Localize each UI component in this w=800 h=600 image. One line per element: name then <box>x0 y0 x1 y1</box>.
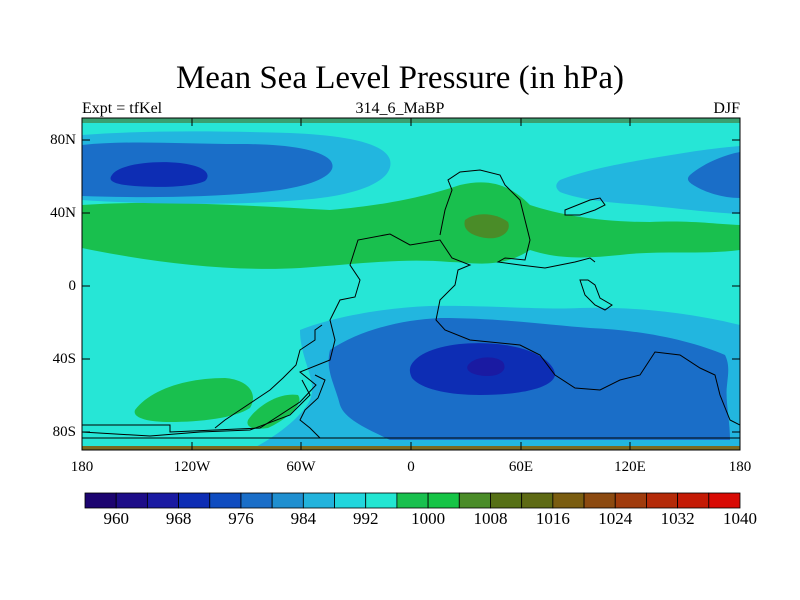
lon-label: 180 <box>70 459 94 475</box>
colorbar-label: 968 <box>165 509 192 528</box>
colorbar-label: 992 <box>352 509 379 528</box>
colorbar-swatch <box>365 492 398 509</box>
colorbar-swatch <box>614 492 647 509</box>
northern-high-band <box>82 182 740 269</box>
colorbar-swatch <box>521 492 554 509</box>
lon-label: 180 <box>728 459 752 475</box>
colorbar-label: 1040 <box>723 509 757 528</box>
lon-label: 60E <box>508 459 534 475</box>
colorbar-swatch <box>490 492 523 509</box>
colorbar-swatch <box>677 492 710 509</box>
colorbar-label: 1000 <box>411 509 446 528</box>
colorbar-swatch <box>583 492 616 509</box>
colorbar-swatch <box>146 492 179 509</box>
colorbar-swatch <box>209 492 242 509</box>
continent-outlines <box>82 169 740 439</box>
northern-low-core <box>110 162 208 187</box>
lon-label: 0 <box>407 459 415 475</box>
colorbar-swatch <box>646 492 679 509</box>
colorbar-label: 960 <box>103 509 129 528</box>
season-label: DJF <box>713 100 740 117</box>
colorbar-swatch <box>84 492 117 509</box>
colorbar-swatch <box>334 492 367 509</box>
southern-high-central <box>247 394 300 429</box>
experiment-label: Expt = tfKel <box>82 100 163 117</box>
high-core-east <box>464 214 509 239</box>
colorbar-swatch <box>240 492 273 509</box>
lat-label: 80N <box>50 132 76 148</box>
colorbar-label: 1016 <box>535 509 570 528</box>
colorbar-swatch <box>271 492 304 509</box>
lon-label: 60W <box>286 459 316 475</box>
lat-label: 40N <box>50 205 76 221</box>
southern-low-core <box>467 357 505 376</box>
colorbar-swatch <box>115 492 148 509</box>
colorbar-label: 1024 <box>598 509 633 528</box>
colorbar-swatch <box>302 492 335 509</box>
colorbar-label: 984 <box>290 509 317 528</box>
colorbar-swatch <box>708 492 741 509</box>
run-label: 314_6_MaBP <box>355 100 445 117</box>
lon-label: 120W <box>173 459 211 475</box>
northeast-low-outer <box>556 146 740 214</box>
northeast-low-mid <box>687 152 740 198</box>
colorbar-label: 1008 <box>473 509 508 528</box>
colorbar-swatch <box>427 492 460 509</box>
colorbar-swatch <box>552 492 585 509</box>
axis-ticks <box>81 118 741 450</box>
lat-label: 0 <box>68 278 77 294</box>
colorbar-label: 976 <box>228 509 254 528</box>
colorbar-swatch <box>458 492 491 509</box>
lon-label: 120E <box>614 459 646 475</box>
southern-high-west <box>134 378 253 422</box>
colorbar-swatch <box>396 492 429 509</box>
lat-label: 40S <box>52 351 76 367</box>
plot-title: Mean Sea Level Pressure (in hPa) <box>175 60 625 96</box>
colorbar-label: 1032 <box>660 509 695 528</box>
colorbar-swatch <box>178 492 211 509</box>
lat-label: 80S <box>52 424 76 440</box>
